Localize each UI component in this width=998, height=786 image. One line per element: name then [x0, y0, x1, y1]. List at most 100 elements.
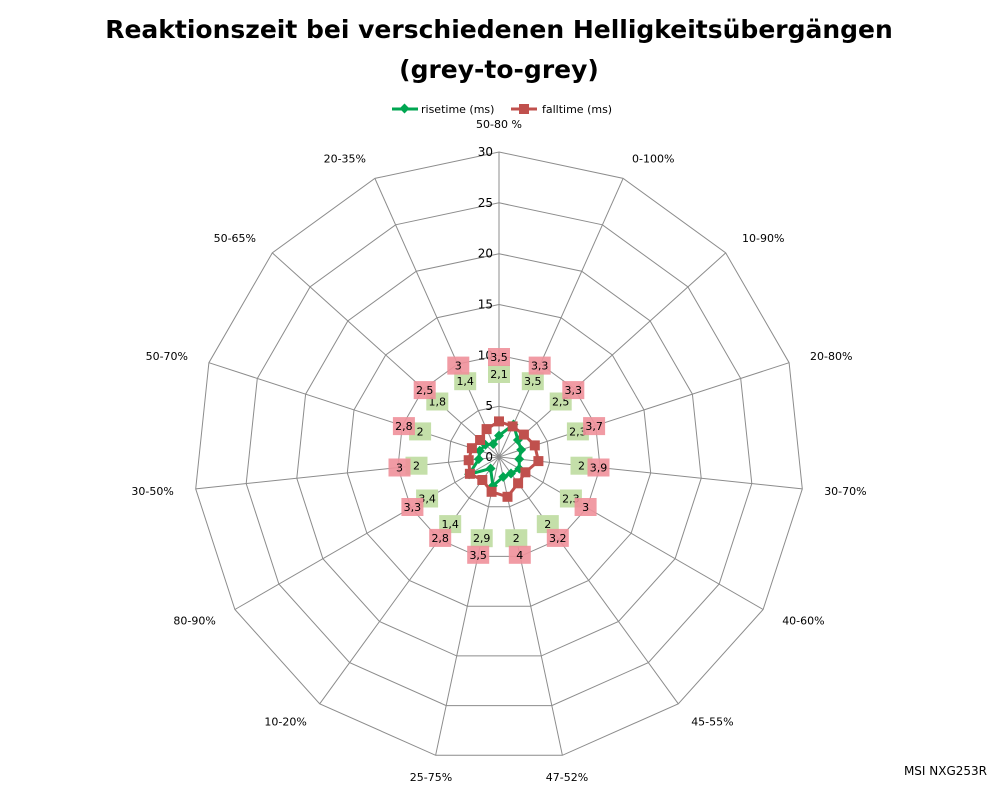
data-label-bg	[505, 529, 528, 548]
legend: risetime (ms) falltime (ms)	[392, 103, 612, 116]
data-label-text: 3,3	[404, 501, 422, 514]
data-point	[474, 445, 485, 456]
grid-spoke	[498, 252, 727, 458]
data-label-bg	[447, 356, 470, 375]
chart-title: Reaktionszeit bei verschiedenen Helligke…	[105, 15, 893, 44]
data-label-risetime: 2	[405, 456, 428, 475]
data-label-bg	[467, 545, 490, 564]
legend-label-falltime: falltime (ms)	[542, 103, 612, 116]
grid-spoke	[208, 362, 500, 458]
grid-spoke	[319, 456, 500, 705]
data-point	[498, 471, 509, 482]
data-point	[529, 440, 540, 451]
data-label-falltime: 2,5	[413, 381, 436, 400]
grid-spoke	[234, 456, 500, 610]
axis-tick-label: 25	[478, 196, 493, 210]
data-label-text: 3	[396, 462, 403, 475]
data-point	[518, 429, 529, 440]
data-label-falltime: 3,7	[583, 417, 606, 436]
data-label-text: 2	[513, 532, 520, 545]
data-label-risetime: 1,4	[439, 515, 462, 534]
data-label-text: 2,9	[473, 532, 491, 545]
data-point	[486, 486, 497, 497]
data-label-bg	[488, 365, 510, 383]
data-point	[473, 454, 484, 465]
data-label-text: 2,8	[395, 420, 413, 433]
grid-ring	[296, 253, 702, 657]
data-label-falltime: 3,3	[528, 356, 551, 375]
category-label: 50-65%	[214, 232, 256, 245]
axis-tick-label: 0	[485, 450, 493, 464]
data-point	[513, 478, 524, 489]
category-label: 80-90%	[173, 615, 215, 628]
data-point	[475, 435, 486, 445]
grid-spoke	[435, 456, 500, 756]
data-label-text: 3,5	[469, 549, 487, 562]
data-label-text: 3,3	[565, 384, 583, 397]
data-label-falltime: 3,3	[562, 381, 585, 400]
category-label: 50-80 %	[476, 118, 522, 131]
data-label-text: 2	[413, 460, 420, 473]
legend-label-risetime: risetime (ms)	[421, 103, 494, 116]
data-label-text: 2	[544, 518, 551, 531]
data-label-risetime: 1,4	[454, 372, 477, 391]
data-label-bg	[392, 417, 415, 436]
data-label-bg	[454, 372, 477, 391]
category-label: 50-70%	[146, 350, 188, 363]
grid-spoke	[498, 456, 679, 705]
data-point	[494, 416, 504, 427]
data-label-falltime: 3	[447, 356, 470, 375]
legend-item-falltime: falltime (ms)	[511, 103, 612, 116]
data-label-falltime: 3,9	[587, 458, 610, 477]
grid-spoke	[498, 362, 790, 458]
data-label-falltime: 3,3	[401, 498, 424, 516]
data-point	[488, 439, 499, 449]
source-caption: MSI NXG253R	[904, 764, 987, 778]
legend-item-risetime: risetime (ms)	[392, 103, 494, 116]
data-label-bg	[574, 498, 597, 516]
data-label-bg	[388, 458, 411, 477]
data-label-bg	[528, 356, 551, 375]
category-label: 47-52%	[546, 771, 588, 784]
data-label-falltime: 3,5	[488, 348, 510, 366]
data-label-text: 3,5	[490, 351, 508, 364]
data-label-risetime: 3,5	[521, 372, 544, 391]
data-label-risetime: 2,9	[470, 529, 493, 548]
series-falltime	[463, 416, 544, 502]
category-label: 10-90%	[742, 232, 784, 245]
category-label: 45-55%	[691, 716, 733, 729]
data-label-bg	[521, 372, 544, 391]
data-label-falltime: 3,2	[546, 528, 569, 547]
grid-ring	[397, 354, 601, 557]
data-point	[485, 463, 496, 474]
data-point	[520, 467, 531, 478]
data-point	[516, 444, 527, 455]
category-label: 20-35%	[324, 152, 366, 165]
data-label-text: 3	[455, 360, 462, 373]
data-label-bg	[429, 528, 452, 547]
data-label-text: 3,2	[549, 532, 567, 545]
radar-grid	[195, 151, 803, 756]
chart-subtitle: (grey-to-grey)	[399, 55, 599, 84]
data-point	[502, 491, 513, 502]
data-label-text: 3,3	[531, 360, 549, 373]
data-label-text: 2,5	[416, 384, 434, 397]
data-point	[463, 455, 474, 466]
grid-spoke	[498, 456, 764, 610]
data-label-text: 2	[417, 425, 424, 438]
axis-tick-label: 30	[478, 145, 493, 159]
data-label-text: 3,7	[585, 420, 603, 433]
grid-ring	[245, 202, 753, 707]
radar-spokes	[195, 152, 803, 756]
data-label-bg	[470, 529, 493, 548]
grid-spoke	[374, 178, 500, 458]
data-label-falltime: 3,5	[467, 545, 490, 564]
grid-spoke	[195, 456, 500, 490]
category-label: 30-50%	[131, 485, 173, 498]
data-label-bg	[587, 458, 610, 477]
axis-tick-label: 15	[478, 298, 493, 312]
data-point	[533, 456, 544, 467]
data-label-text: 2	[578, 460, 585, 473]
